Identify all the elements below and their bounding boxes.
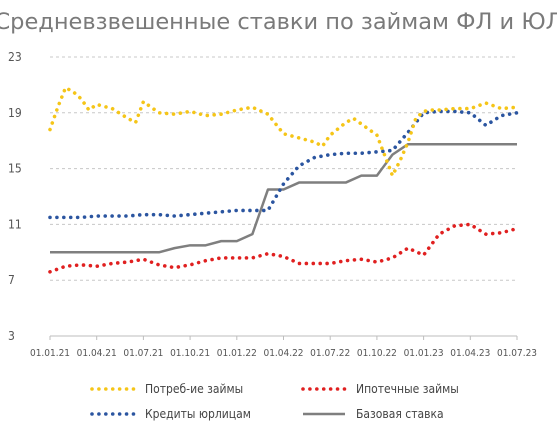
chart-title: Средневзвешенные ставки по займам ФЛ и Ю… [0,9,557,35]
series-line-0 [48,85,519,178]
y-tick-label: 19 [8,106,22,120]
x-tick-label: 01.10.22 [357,348,397,359]
series-line-1 [48,222,519,274]
legend-item-0: Потреб-ие займы [90,382,243,396]
x-axis-ticks: 01.01.21 01.04.21 01.07.21 01.10.21 01.01.22… [30,336,537,359]
legend-label: Кредиты юрлицам [145,407,251,421]
grid-layer [50,56,517,337]
series-line-3 [50,142,517,254]
x-tick-label: 01.04.22 [263,348,303,359]
y-tick-label: 3 [8,329,15,343]
x-tick-label: 01.07.22 [310,348,350,359]
x-tick-label: 01.07.23 [497,348,537,359]
x-tick-label: 01.01.23 [404,348,444,359]
x-tick-label: 01.01.22 [217,348,257,359]
x-tick-label: 01.01.21 [30,348,70,359]
x-tick-label: 01.10.21 [170,348,210,359]
y-tick-label: 15 [8,162,22,176]
x-tick-label: 01.07.21 [123,348,163,359]
series-line-2 [48,109,519,220]
legend-label: Потреб-ие займы [145,382,243,396]
legend: Потреб-ие займы Ипотечные займы Кредиты юр… [90,382,459,421]
y-tick-label: 11 [8,217,22,231]
legend-item-2: Кредиты юрлицам [90,407,251,421]
legend-label: Ипотечные займы [356,382,459,396]
legend-item-1: Ипотечные займы [301,382,459,396]
y-tick-label: 23 [8,50,22,64]
y-tick-label: 7 [8,273,15,287]
x-tick-label: 01.04.21 [77,348,117,359]
legend-item-3: Базовая ставка [303,407,444,421]
legend-label: Базовая ставка [356,407,444,421]
x-tick-label: 01.04.23 [450,348,490,359]
series-layer [48,85,519,274]
y-axis-ticks: 3 7 11 15 19 23 [8,50,22,343]
